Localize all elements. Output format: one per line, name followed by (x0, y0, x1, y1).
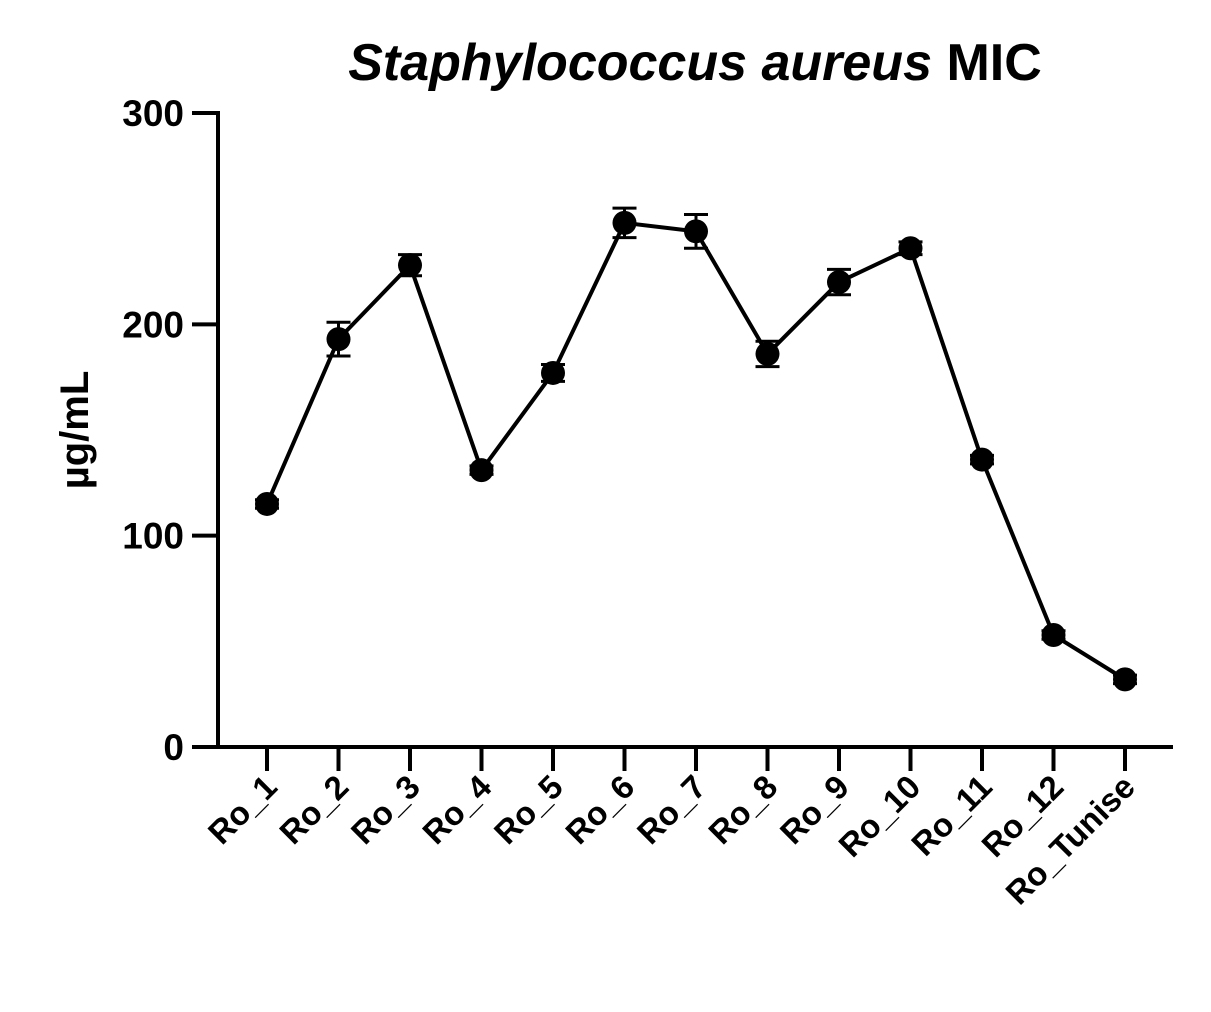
x-tick-label: Ro_1 (201, 768, 284, 851)
axes (216, 111, 1173, 749)
y-tick-label: 100 (122, 516, 184, 557)
data-point (827, 270, 851, 295)
chart-title-italic: Staphylococcus aureus (348, 34, 932, 92)
chart-title: Staphylococcus aureus MIC (348, 34, 1042, 92)
x-tick-label: Ro_6 (558, 768, 641, 851)
x-tick-label: Ro_4 (415, 767, 499, 851)
data-point (1113, 667, 1137, 692)
series (255, 206, 1137, 692)
y-tick-label: 300 (122, 93, 184, 134)
y-tick-label: 0 (163, 727, 184, 768)
y-tick-label: 200 (122, 304, 184, 345)
data-point (1041, 622, 1066, 647)
x-ticks: Ro_1Ro_2Ro_3Ro_4Ro_5Ro_6Ro_7Ro_8Ro_9Ro_1… (201, 747, 1142, 912)
x-tick-label: Ro_7 (630, 768, 713, 851)
data-point (541, 360, 565, 385)
data-point (326, 327, 351, 352)
x-tick-label: Ro_3 (344, 768, 427, 851)
series-line (265, 220, 1127, 682)
data-point (398, 253, 422, 278)
data-point (255, 491, 279, 516)
data-point (612, 210, 637, 235)
data-point (469, 458, 494, 483)
y-axis-label: µg/mL (53, 371, 97, 490)
data-point (898, 236, 923, 261)
y-ticks: 0 100 200 300 (122, 93, 218, 768)
x-tick-label: Ro_8 (701, 768, 784, 851)
x-tick-label: Ro_10 (831, 768, 927, 864)
x-tick-label: Ro_5 (487, 768, 570, 851)
data-point (970, 447, 994, 472)
data-point (684, 219, 708, 244)
chart-title-rest: MIC (932, 34, 1042, 92)
data-point (755, 341, 780, 366)
x-tick-label: Ro_2 (272, 768, 355, 851)
